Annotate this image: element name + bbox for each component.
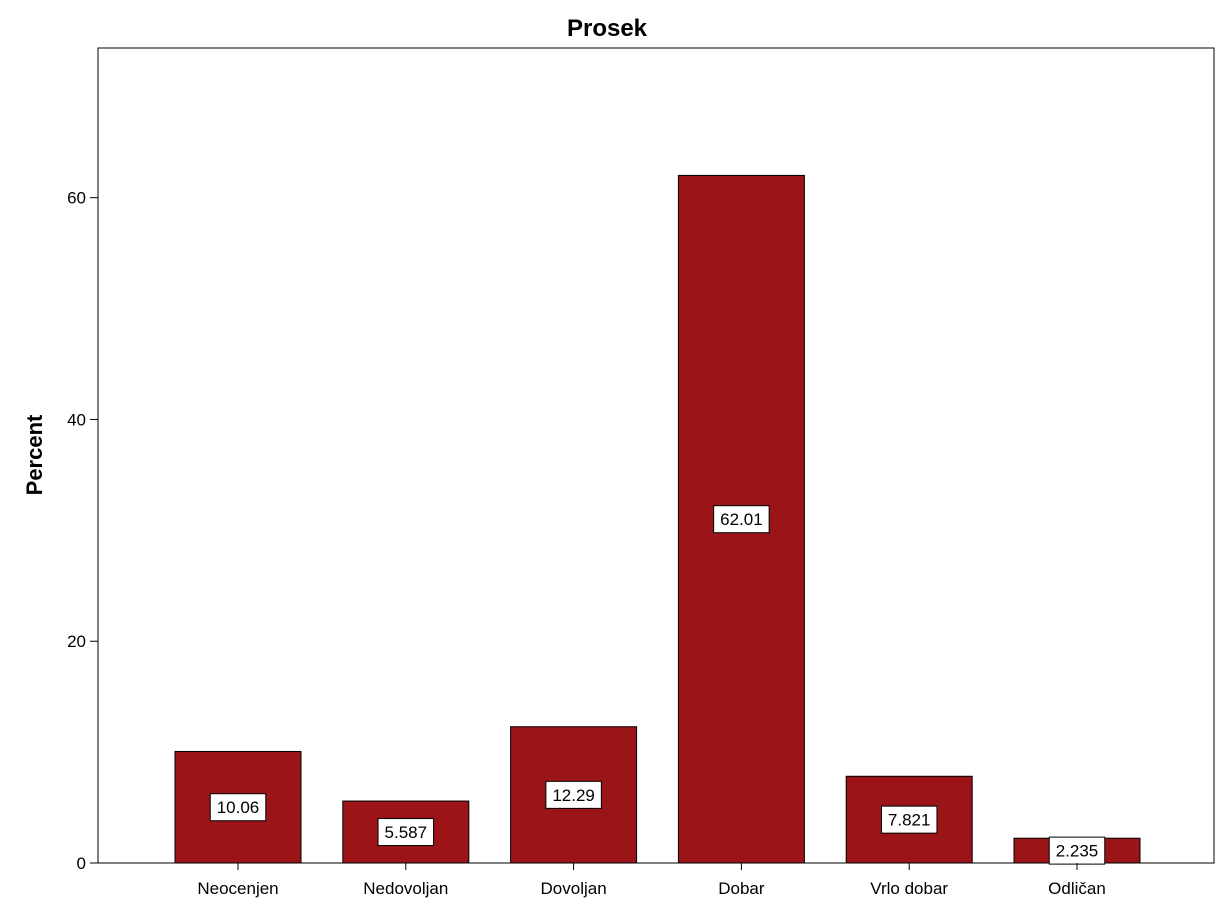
x-tick-label: Neocenjen [197,879,278,898]
x-tick-label: Dovoljan [541,879,607,898]
y-tick-label: 0 [77,854,86,873]
data-label: 62.01 [720,510,763,529]
x-tick-label: Vrlo dobar [870,879,948,898]
x-tick-label: Dobar [718,879,765,898]
y-axis-ticks: 0 20 40 60 [67,189,98,873]
x-axis-labels: Neocenjen Nedovoljan Dovoljan Dobar Vrlo dob… [197,863,1106,898]
data-label-box [1048,836,1106,865]
chart-title: Prosek [567,15,648,42]
y-tick-label: 40 [67,410,86,429]
data-label: 12.29 [552,786,595,805]
data-label-box [545,780,602,809]
data-label: 10.06 [217,798,260,817]
bars-group: 10.06 5.587 12.29 62.01 7.821 2.235 [174,174,1141,865]
data-label: 2.235 [1056,842,1099,861]
data-label: 5.587 [385,823,428,842]
data-label-box [377,818,435,847]
data-label: 7.821 [888,811,931,830]
y-tick-label: 20 [67,632,86,651]
y-tick-label: 60 [67,189,86,208]
x-tick-label: Nedovoljan [363,879,448,898]
y-axis-label: Percent [22,414,47,495]
data-label-box [209,793,267,822]
data-label-box [880,805,938,834]
data-label-box [713,505,770,534]
x-tick-label: Odličan [1048,879,1106,898]
plot-frame [97,47,1215,864]
